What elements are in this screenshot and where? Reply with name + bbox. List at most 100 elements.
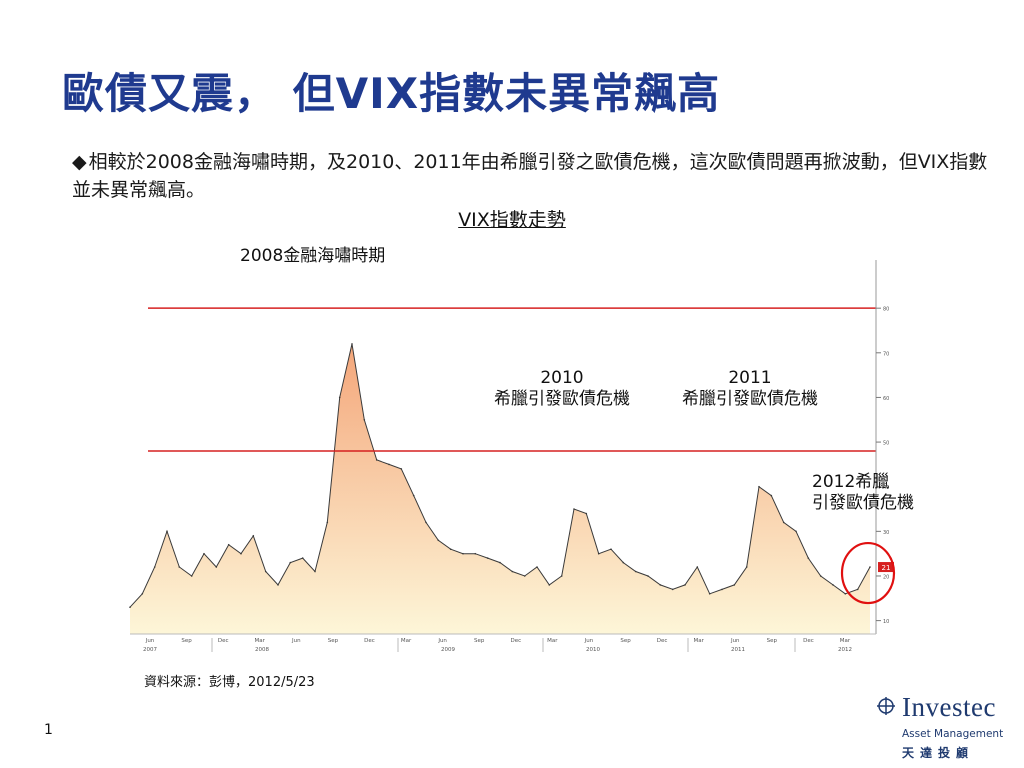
annotation-2012-line2: 引發歐債危機: [812, 493, 914, 513]
vix-point: [819, 575, 822, 577]
x-tick-label: Sep: [328, 638, 339, 644]
x-tick-label: Jun: [145, 638, 155, 644]
vix-point: [166, 530, 168, 533]
annotation-2008: 2008金融海嘯時期: [240, 246, 386, 266]
vix-point: [289, 561, 292, 564]
vix-point: [684, 584, 686, 586]
vix-point: [869, 566, 871, 568]
vix-point: [277, 584, 279, 586]
vix-point: [548, 584, 551, 586]
vix-point: [375, 459, 378, 461]
vix-point: [203, 552, 205, 555]
vix-point: [178, 566, 181, 568]
annotation-2012-line1: 2012希臘: [812, 472, 890, 492]
vix-point: [252, 535, 255, 537]
vix-point: [610, 548, 612, 550]
bullet-text: 相較於2008金融海嘯時期，及2010、2011年由希臘引發之歐債危機，這次歐債…: [72, 151, 988, 201]
vix-point: [240, 552, 242, 555]
vix-point: [264, 570, 267, 573]
vix-point: [412, 494, 415, 497]
y-tick-label: 60: [883, 396, 889, 402]
x-tick-label: Jun: [584, 638, 594, 644]
vix-point: [449, 548, 452, 550]
annotation-2010-year: 2010: [540, 368, 584, 388]
vix-point: [227, 543, 230, 546]
vix-point: [560, 575, 563, 577]
x-tick-label: Mar: [401, 638, 412, 644]
y-tick-label: 20: [883, 574, 889, 580]
vix-point: [745, 566, 748, 568]
x-tick-label: Mar: [255, 638, 266, 644]
vix-point: [499, 561, 501, 564]
annotation-2010-label: 希臘引發歐債危機: [494, 389, 630, 409]
last-value-marker: [878, 562, 894, 573]
vix-point: [807, 557, 810, 559]
vix-point: [523, 575, 526, 577]
vix-point: [782, 521, 785, 524]
x-year-label: 2012: [838, 647, 852, 653]
vix-point: [388, 463, 390, 466]
vix-point: [351, 343, 353, 345]
x-year-label: 2009: [441, 647, 455, 653]
logo-subtitle: Asset Management: [902, 728, 1004, 740]
x-tick-label: Mar: [693, 638, 704, 644]
vix-point: [153, 566, 156, 568]
vix-point: [708, 593, 711, 595]
vix-point: [462, 552, 464, 555]
x-tick-label: Sep: [767, 638, 778, 644]
x-tick-label: Dec: [364, 638, 375, 644]
vix-point: [129, 606, 131, 608]
vix-point: [795, 530, 797, 533]
vix-point: [141, 593, 144, 595]
vix-point: [733, 584, 736, 586]
vix-point: [856, 588, 859, 591]
y-tick-label: 80: [883, 307, 889, 313]
vix-point: [647, 575, 649, 577]
x-tick-label: Sep: [474, 638, 485, 644]
vix-point: [622, 561, 625, 564]
vix-point: [758, 485, 760, 488]
x-tick-label: Mar: [840, 638, 851, 644]
vix-point: [474, 552, 477, 555]
x-year-label: 2011: [731, 647, 745, 653]
vix-area: [130, 343, 870, 634]
vix-point: [326, 521, 329, 524]
page-number: 1: [44, 722, 53, 738]
vix-point: [511, 570, 514, 573]
annotation-2012: 2012希臘 引發歐債危機: [812, 472, 914, 514]
vix-point: [696, 566, 699, 568]
annotation-2011-label: 希臘引發歐債危機: [682, 389, 818, 409]
investec-logo: Investec Asset Management 天達投顧: [872, 692, 1012, 762]
highlight-circle: [840, 541, 896, 605]
vix-point: [597, 552, 600, 555]
vix-point: [536, 566, 538, 568]
vix-point: [844, 593, 847, 595]
vix-point: [634, 570, 637, 573]
annotation-2010: 2010 希臘引發歐債危機: [482, 368, 642, 410]
investec-mark-icon: [877, 697, 895, 715]
x-tick-label: Sep: [620, 638, 631, 644]
vix-point: [832, 584, 834, 586]
y-tick-label: 30: [883, 530, 889, 536]
vix-point: [301, 557, 304, 559]
vix-point: [585, 512, 588, 515]
x-tick-label: Dec: [803, 638, 814, 644]
vix-point: [425, 521, 427, 524]
slide-title: 歐債又震， 但VIX指數未異常飆高: [62, 69, 721, 118]
diamond-bullet-icon: ◆: [72, 151, 87, 173]
y-tick-label: 70: [883, 351, 889, 357]
x-tick-label: Dec: [510, 638, 521, 644]
x-year-label: 2010: [586, 647, 600, 653]
x-tick-label: Jun: [291, 638, 301, 644]
vix-point: [437, 539, 440, 542]
vix-point: [338, 396, 341, 399]
x-tick-label: Dec: [218, 638, 229, 644]
vix-point: [363, 419, 366, 421]
vix-point: [721, 588, 723, 591]
chart-title: VIX指數走勢: [458, 209, 566, 231]
vix-point: [314, 570, 316, 573]
y-tick-label: 50: [883, 441, 889, 447]
vix-point: [770, 494, 773, 497]
last-value-label: 21: [882, 564, 891, 572]
